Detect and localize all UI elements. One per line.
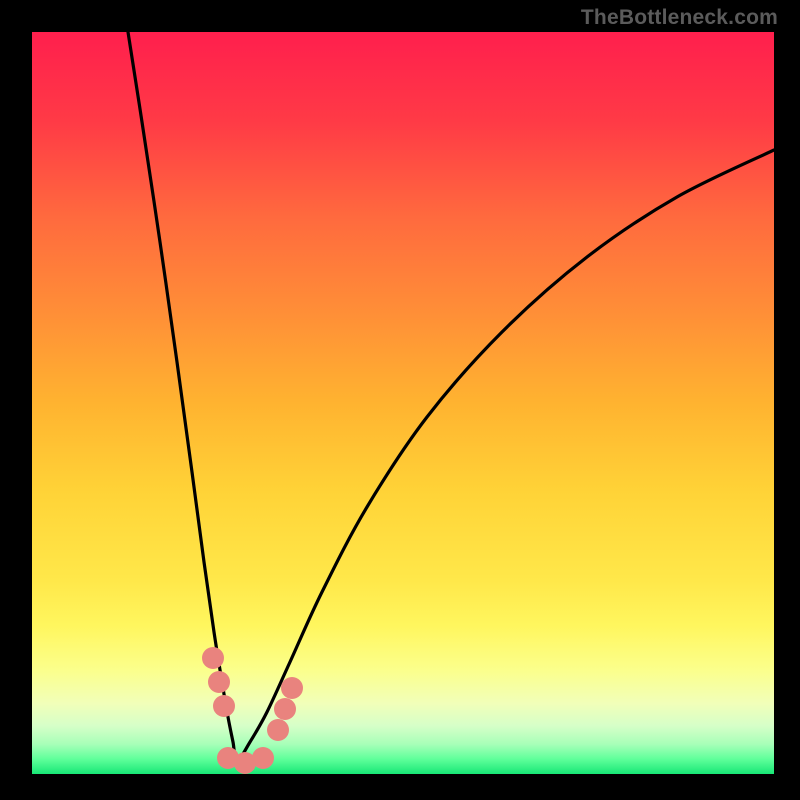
plot-background bbox=[32, 32, 774, 774]
data-marker bbox=[267, 719, 289, 741]
bottleneck-plot bbox=[32, 32, 774, 774]
data-marker bbox=[252, 747, 274, 769]
data-marker bbox=[208, 671, 230, 693]
attribution-text: TheBottleneck.com bbox=[581, 6, 778, 30]
chart-frame: TheBottleneck.com bbox=[0, 0, 800, 800]
data-marker bbox=[274, 698, 296, 720]
data-marker bbox=[281, 677, 303, 699]
data-marker bbox=[202, 647, 224, 669]
data-marker bbox=[213, 695, 235, 717]
